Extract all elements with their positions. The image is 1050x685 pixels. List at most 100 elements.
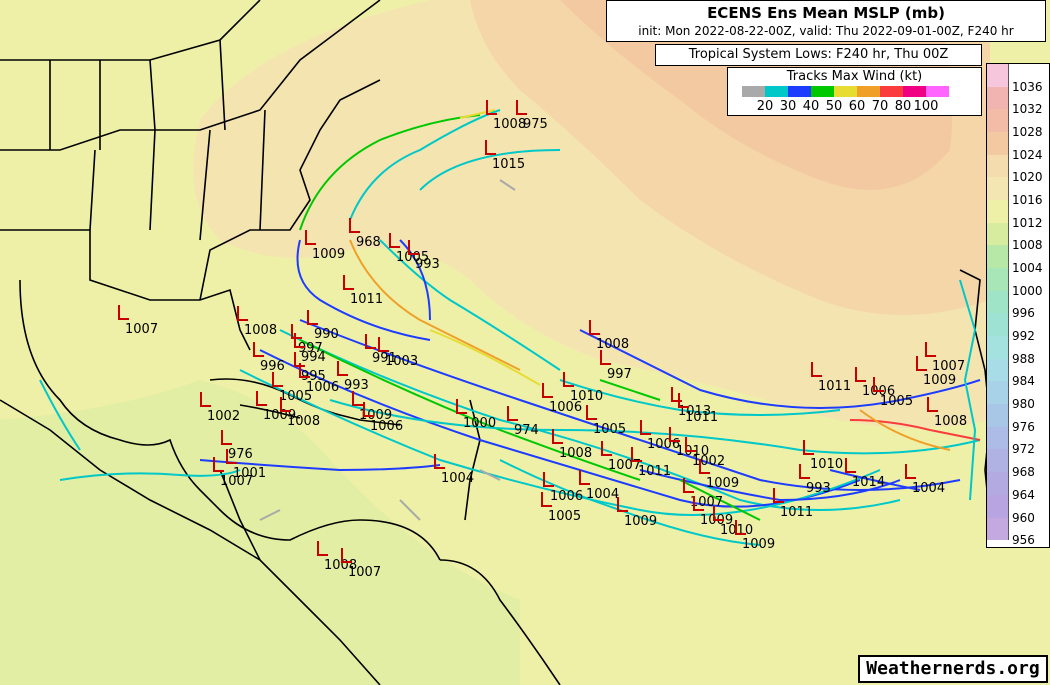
- map-title: ECENS Ens Mean MSLP (mb): [707, 4, 945, 22]
- pressure-color-cell: [987, 472, 1009, 495]
- low-marker-icon: [563, 372, 574, 387]
- low-marker-icon: [272, 372, 283, 387]
- low-pressure-label: 1009: [312, 247, 345, 262]
- low-marker-icon: [589, 320, 600, 335]
- low-marker-icon: [341, 548, 352, 563]
- pressure-level-label: 1000: [1012, 283, 1043, 298]
- low-marker-icon: [579, 470, 590, 485]
- low-pressure-label: 976: [228, 447, 253, 462]
- low-marker-icon: [927, 397, 938, 412]
- low-pressure-label: 1011: [685, 410, 718, 425]
- low-pressure-label: 990: [314, 327, 339, 342]
- low-pressure-label: 1014: [852, 475, 885, 490]
- pressure-color-cell: [987, 132, 1009, 155]
- pressure-level-label: 1004: [1012, 261, 1043, 276]
- low-pressure-label: 975: [523, 117, 548, 132]
- low-marker-icon: [299, 363, 310, 378]
- pressure-level-label: 980: [1012, 397, 1035, 412]
- pressure-level-label: 1036: [1012, 79, 1043, 94]
- low-pressure-label: 1011: [350, 292, 383, 307]
- low-pressure-label: 993: [415, 257, 440, 272]
- low-marker-icon: [294, 352, 305, 367]
- low-marker-icon: [317, 541, 328, 556]
- pressure-color-cell: [987, 245, 1009, 269]
- low-marker-icon: [699, 459, 710, 474]
- low-pressure-label: 1011: [818, 379, 851, 394]
- pressure-color-cell: [987, 86, 1009, 110]
- low-pressure-label: 1009: [359, 408, 392, 423]
- land-boundaries: [0, 0, 991, 685]
- low-pressure-label: 1001: [233, 466, 266, 481]
- wind-color-bar: [742, 86, 949, 97]
- pressure-color-cell: [987, 404, 1009, 427]
- wind-color-swatch: [880, 86, 903, 97]
- pressure-level-label: 968: [1012, 465, 1035, 480]
- low-marker-icon: [803, 440, 814, 455]
- pressure-color-cell: [987, 313, 1009, 337]
- low-pressure-label: 1005: [593, 422, 626, 437]
- low-pressure-label: 997: [607, 367, 632, 382]
- low-pressure-label: 993: [806, 481, 831, 496]
- low-pressure-label: 1009: [624, 514, 657, 529]
- low-pressure-label: 1005: [279, 389, 312, 404]
- low-marker-icon: [507, 406, 518, 421]
- pressure-color-cell: [987, 336, 1009, 359]
- low-marker-icon: [916, 356, 927, 371]
- pressure-level-label: 1020: [1012, 170, 1043, 185]
- low-pressure-label: 995: [301, 369, 326, 384]
- low-pressure-label: 974: [514, 423, 539, 438]
- wind-legend-label: 20: [756, 99, 774, 114]
- subtitle-box: Tropical System Lows: F240 hr, Thu 00Z: [655, 44, 982, 66]
- low-marker-icon: [486, 100, 497, 115]
- low-marker-icon: [307, 310, 318, 325]
- low-pressure-label: 1003: [385, 354, 418, 369]
- low-marker-icon: [280, 397, 291, 412]
- low-pressure-label: 1002: [692, 454, 725, 469]
- low-pressure-label: 1006: [370, 419, 403, 434]
- low-pressure-label: 1005: [880, 394, 913, 409]
- watermark: Weathernerds.org: [858, 655, 1048, 683]
- low-marker-icon: [773, 488, 784, 503]
- low-pressure-label: 1008: [934, 414, 967, 429]
- wind-legend-label: 100: [913, 99, 939, 114]
- low-marker-icon: [253, 342, 264, 357]
- low-marker-icon: [343, 275, 354, 290]
- pressure-level-label: 960: [1012, 510, 1035, 525]
- low-marker-icon: [389, 233, 400, 248]
- low-pressure-label: 994: [301, 350, 326, 365]
- low-pressure-label: 1005: [548, 509, 581, 524]
- pressure-level-label: 992: [1012, 329, 1035, 344]
- wind-color-swatch: [926, 86, 949, 97]
- pressure-color-cell: [987, 177, 1009, 201]
- low-marker-icon: [693, 496, 704, 511]
- low-marker-icon: [363, 402, 374, 417]
- wind-legend-label: 70: [871, 99, 889, 114]
- wind-legend-label: 50: [825, 99, 843, 114]
- wind-legend-label: 80: [894, 99, 912, 114]
- low-marker-icon: [213, 457, 224, 472]
- pressure-color-cell: [987, 109, 1009, 133]
- low-marker-icon: [352, 391, 363, 406]
- low-marker-icon: [905, 464, 916, 479]
- wind-color-swatch: [765, 86, 788, 97]
- low-marker-icon: [640, 420, 651, 435]
- low-pressure-label: 1010: [810, 457, 843, 472]
- pressure-level-label: 964: [1012, 487, 1035, 502]
- pressure-level-label: 996: [1012, 306, 1035, 321]
- low-marker-icon: [799, 464, 810, 479]
- pressure-level-label: 972: [1012, 442, 1035, 457]
- low-marker-icon: [542, 383, 553, 398]
- low-pressure-label: 1009: [923, 373, 956, 388]
- low-marker-icon: [845, 458, 856, 473]
- pressure-level-label: 1008: [1012, 238, 1043, 253]
- low-marker-icon: [669, 427, 680, 442]
- wind-legend: Tracks Max Wind (kt) 20 30 40 50 60 70 80 100: [727, 67, 982, 116]
- wind-color-swatch: [857, 86, 880, 97]
- low-pressure-label: 968: [356, 235, 381, 250]
- low-pressure-label: 1009: [706, 476, 739, 491]
- pressure-colorbar: 1036 1032 1028 1024 1020 1016 1012 1008 1004 1000…: [986, 63, 1050, 548]
- low-marker-icon: [456, 399, 467, 414]
- low-marker-icon: [256, 391, 267, 406]
- low-pressure-label: 1007: [220, 474, 253, 489]
